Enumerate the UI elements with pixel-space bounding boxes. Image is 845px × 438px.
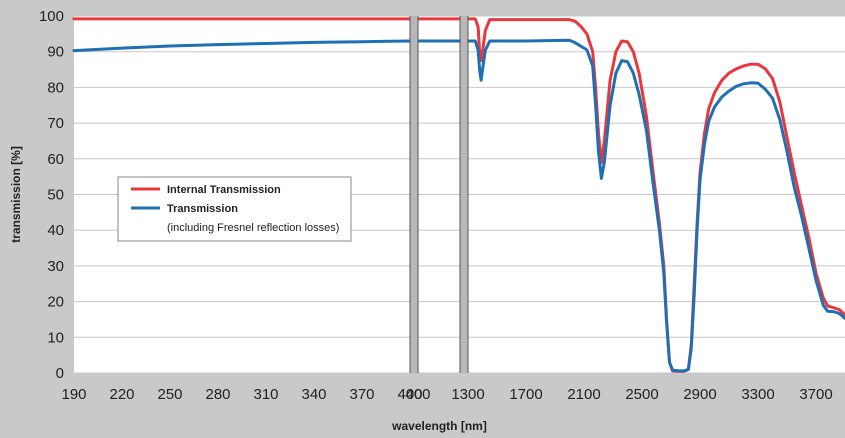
x-tick-label-1300: 1300 [451, 386, 484, 403]
x-tick-label-220: 220 [109, 386, 134, 403]
x-tick-label-3300: 3300 [741, 386, 774, 403]
legend-label-internal-transmission: Internal Transmission [167, 184, 281, 196]
axis-break-fill-1 [460, 16, 468, 373]
x-tick-label-400: 400 [397, 386, 422, 403]
legend-label-fresnel-note: (including Fresnel reflection losses) [167, 222, 339, 234]
y-tick-label-10: 10 [47, 329, 64, 346]
x-tick-label-250: 250 [157, 386, 182, 403]
x-tick-label-2500: 2500 [625, 386, 658, 403]
x-tick-label-190: 190 [61, 386, 86, 403]
x-tick-label-310: 310 [253, 386, 278, 403]
legend: Internal Transmission Transmission (incl… [117, 176, 352, 242]
x-tick-label-2100: 2100 [567, 386, 600, 403]
x-tick-label-1700: 1700 [509, 386, 542, 403]
y-tick-label-100: 100 [39, 8, 64, 25]
x-tick-label-340: 340 [301, 386, 326, 403]
y-tick-label-50: 50 [47, 187, 64, 204]
axis-break-fill-0 [410, 16, 418, 373]
y-tick-label-20: 20 [47, 294, 64, 311]
series-line-transmission [72, 38, 845, 373]
y-axis-title: transmission [%] [9, 146, 23, 243]
y-tick-label-90: 90 [47, 44, 64, 61]
y-tick-label-0: 0 [56, 365, 64, 382]
x-tick-label-280: 280 [205, 386, 230, 403]
legend-label-transmission: Transmission [167, 203, 238, 215]
y-tick-label-40: 40 [47, 222, 64, 239]
axis-breaks [409, 16, 469, 373]
x-tick-label-3700: 3700 [799, 386, 832, 403]
x-axis-title: wavelength [nm] [391, 419, 487, 433]
series-lines [72, 17, 845, 373]
x-tick-label-370: 370 [349, 386, 374, 403]
y-tick-label-60: 60 [47, 151, 64, 168]
x-tick-label-400: 400 [405, 386, 430, 403]
y-tick-labels: 0 10 20 30 40 50 60 70 80 90 100 [39, 8, 64, 382]
y-tick-label-30: 30 [47, 258, 64, 275]
y-tick-label-80: 80 [47, 79, 64, 96]
y-tick-label-70: 70 [47, 115, 64, 132]
x-tick-label-2900: 2900 [683, 386, 716, 403]
